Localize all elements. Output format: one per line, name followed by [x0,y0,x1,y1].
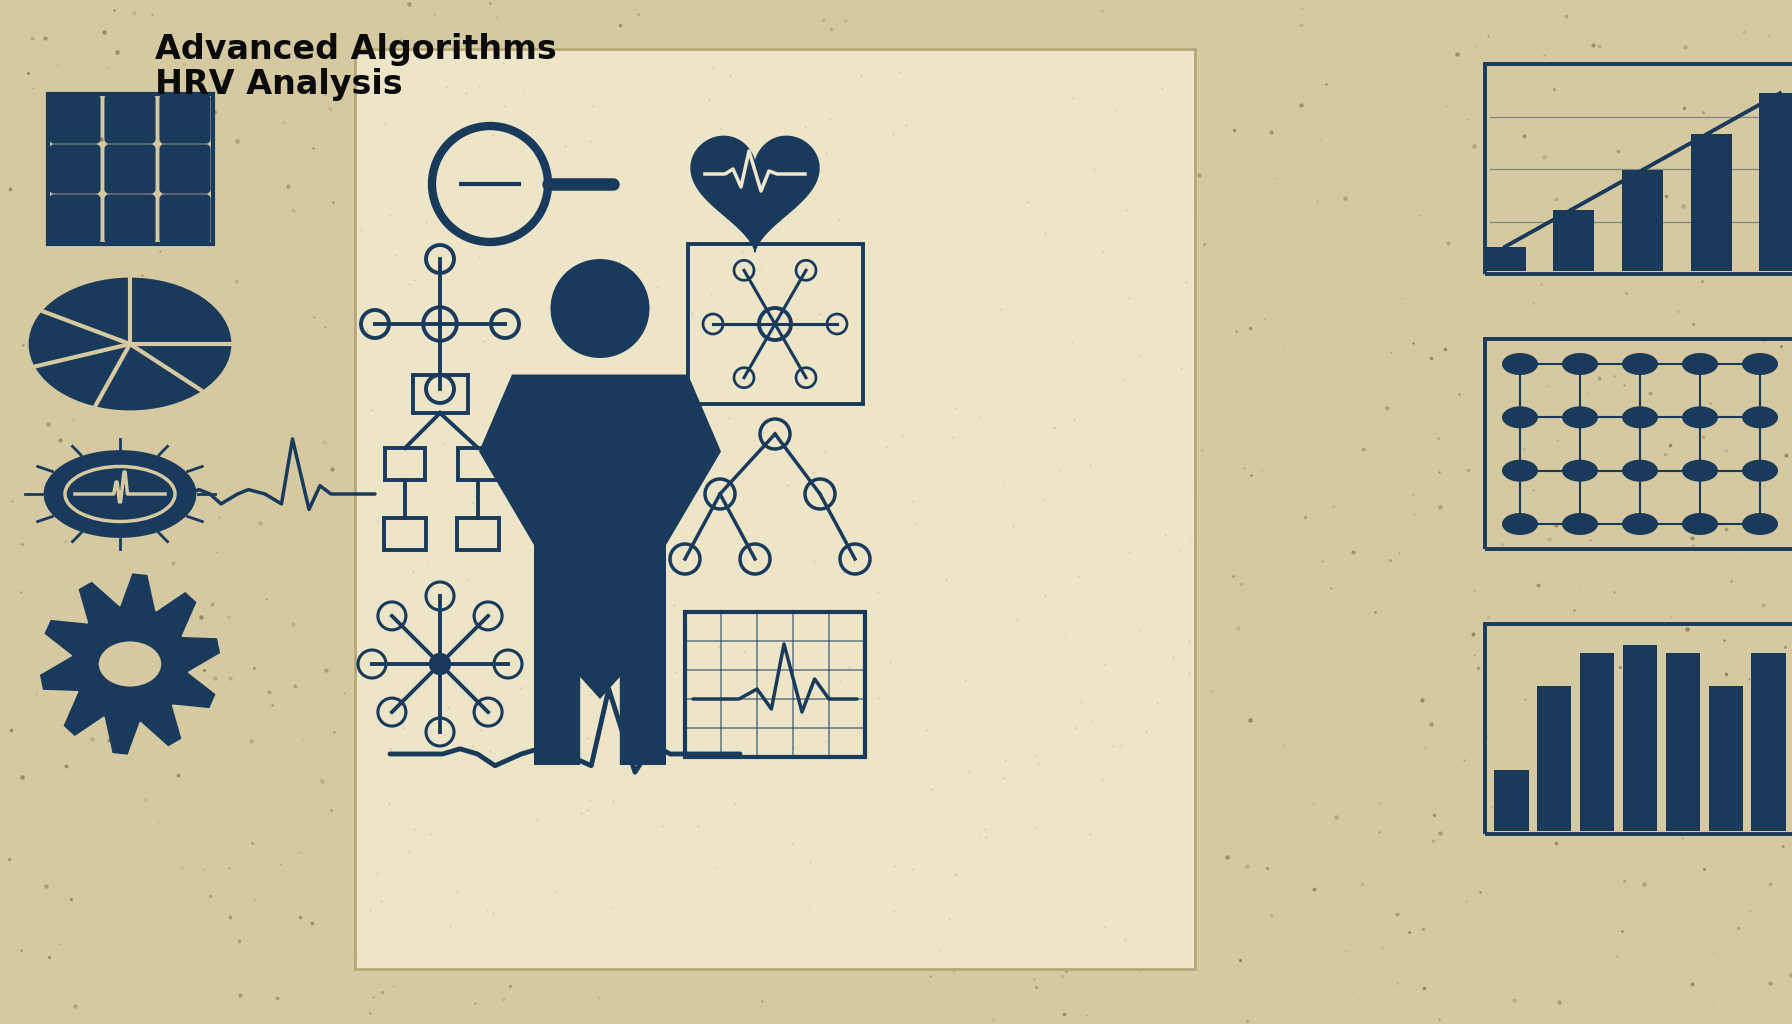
Bar [1708,685,1744,831]
Ellipse shape [1683,353,1719,375]
Ellipse shape [1742,460,1778,481]
Bar [1486,339,1792,549]
Bar [118,623,142,641]
Bar [48,94,213,244]
Bar [1624,645,1658,831]
Bar [1554,210,1595,271]
Ellipse shape [97,639,163,689]
Bar [1486,624,1792,834]
Ellipse shape [1502,460,1538,481]
Bar [412,375,468,413]
FancyBboxPatch shape [52,96,99,142]
Ellipse shape [1563,513,1598,535]
FancyBboxPatch shape [161,146,210,193]
Bar [1538,685,1572,831]
Ellipse shape [65,467,176,521]
Bar [457,518,498,550]
Bar [685,611,866,757]
Ellipse shape [1742,353,1778,375]
Bar [1690,134,1731,271]
Bar [385,449,425,480]
Bar [1495,770,1529,831]
Bar [355,49,1195,969]
Bar [1486,63,1792,274]
Bar [1667,653,1701,831]
Ellipse shape [1683,460,1719,481]
Ellipse shape [1742,407,1778,428]
Ellipse shape [45,452,195,537]
Ellipse shape [1502,513,1538,535]
Ellipse shape [1563,353,1598,375]
Polygon shape [692,136,819,252]
FancyBboxPatch shape [161,96,210,142]
Ellipse shape [30,279,229,409]
Circle shape [428,653,452,675]
Ellipse shape [1622,353,1658,375]
Ellipse shape [1622,513,1658,535]
FancyBboxPatch shape [106,196,154,242]
Ellipse shape [1742,513,1778,535]
Bar [355,49,1195,969]
Ellipse shape [1502,407,1538,428]
Ellipse shape [1683,513,1719,535]
Text: Advanced Algorithms: Advanced Algorithms [154,33,557,66]
Ellipse shape [1683,407,1719,428]
Text: HRV Analysis: HRV Analysis [154,68,403,101]
Bar [1484,247,1525,271]
FancyBboxPatch shape [106,146,154,193]
Bar [1622,170,1663,271]
Bar [383,518,426,550]
Ellipse shape [1502,353,1538,375]
Bar [1760,93,1792,271]
Polygon shape [41,574,219,754]
FancyBboxPatch shape [106,96,154,142]
Bar [1751,653,1785,831]
FancyBboxPatch shape [52,146,99,193]
Bar [688,244,862,404]
Ellipse shape [1622,460,1658,481]
Ellipse shape [1622,407,1658,428]
FancyBboxPatch shape [161,196,210,242]
Polygon shape [478,375,720,765]
Circle shape [550,259,649,358]
Ellipse shape [1563,407,1598,428]
Ellipse shape [1563,460,1598,481]
FancyBboxPatch shape [52,196,99,242]
Bar [459,449,498,480]
Bar [1581,653,1615,831]
